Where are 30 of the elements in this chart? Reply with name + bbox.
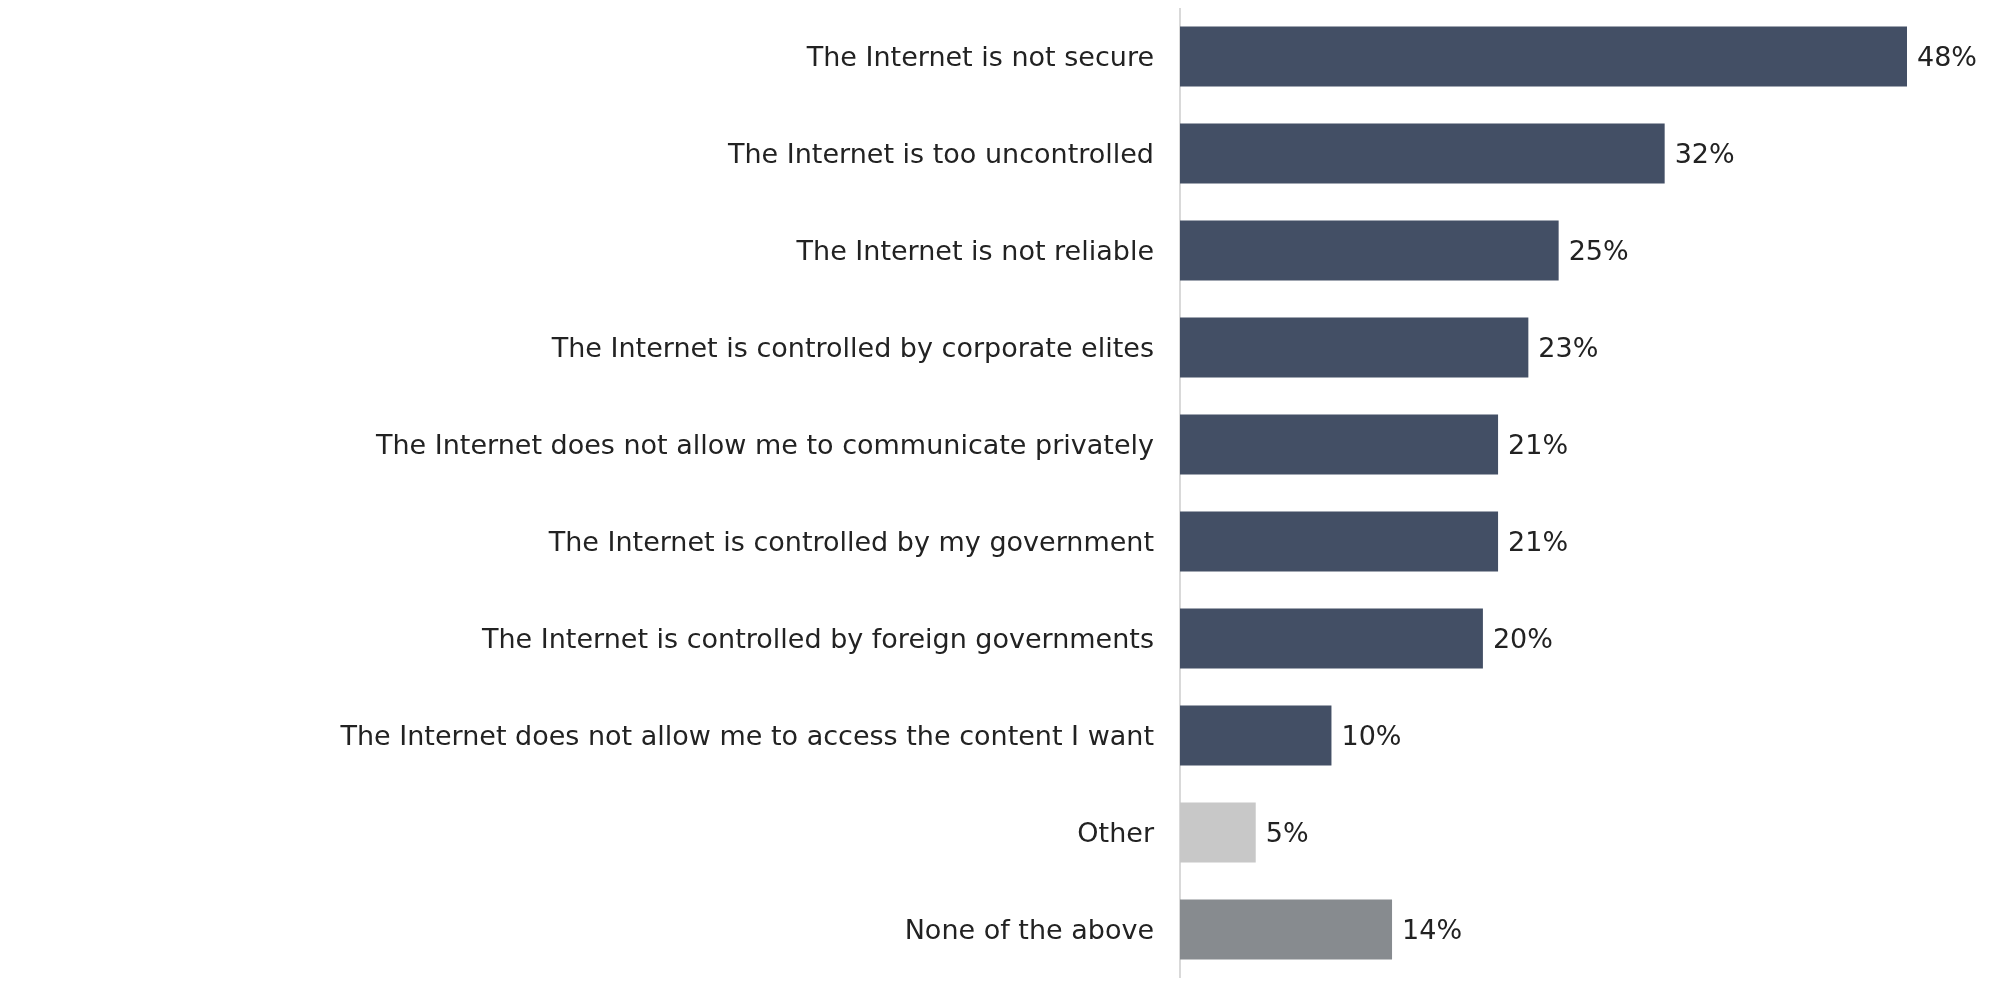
bar: [1180, 899, 1393, 960]
bar: [1180, 317, 1529, 378]
bar: [1180, 26, 1907, 87]
y-tick-label: Other: [1077, 817, 1155, 848]
data-label: 21%: [1508, 526, 1569, 557]
data-label: 25%: [1568, 235, 1629, 266]
bar: [1180, 608, 1483, 669]
y-tick-label: The Internet is not reliable: [795, 235, 1154, 266]
data-label: 10%: [1341, 720, 1402, 751]
data-label: 20%: [1492, 623, 1553, 654]
y-tick-label: The Internet is controlled by my government: [547, 526, 1154, 557]
data-label: 5%: [1265, 817, 1309, 848]
bar: [1180, 220, 1559, 281]
bar: [1180, 414, 1499, 475]
bar: [1180, 511, 1499, 572]
bar: [1180, 705, 1332, 766]
y-tick-label: The Internet is not secure: [805, 41, 1154, 72]
y-tick-label: The Internet is controlled by foreign governments: [480, 623, 1154, 654]
y-tick-label: None of the above: [904, 914, 1154, 945]
y-tick-label: The Internet is controlled by corporate elites: [550, 332, 1154, 363]
bar: [1180, 123, 1665, 184]
data-label: 21%: [1508, 429, 1569, 460]
data-label: 23%: [1538, 332, 1599, 363]
y-tick-label: The Internet is too uncontrolled: [726, 138, 1154, 169]
bar: [1180, 802, 1256, 863]
data-label: 14%: [1402, 914, 1463, 945]
y-tick-label: The Internet does not allow me to communicate privately: [374, 429, 1155, 460]
y-tick-label: The Internet does not allow me to access the content I want: [339, 720, 1154, 751]
data-label: 32%: [1674, 138, 1735, 169]
data-label: 48%: [1917, 41, 1978, 72]
